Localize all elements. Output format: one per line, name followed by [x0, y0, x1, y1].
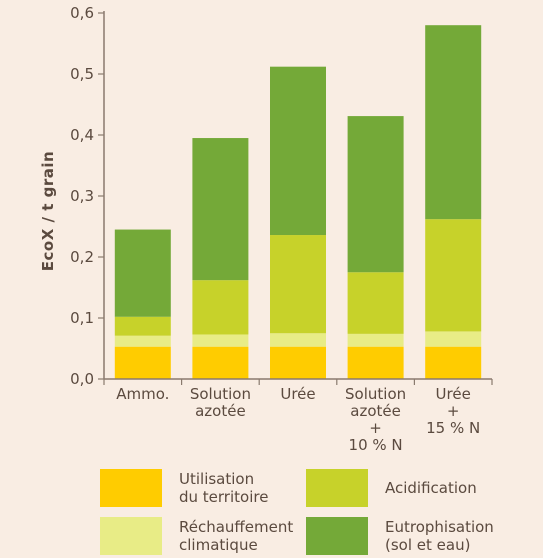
bar-segment-1	[114, 335, 171, 347]
y-tick-label: 0,0	[70, 370, 94, 388]
x-category-label: azotée	[350, 402, 401, 420]
legend-label-3: Eutrophisation	[385, 518, 494, 536]
y-tick-label: 0,4	[70, 126, 94, 144]
legend-swatch-1	[100, 517, 162, 555]
bar-segment-2	[347, 272, 404, 334]
y-tick-label: 0,6	[70, 4, 94, 22]
x-category-label: Solution	[345, 385, 406, 403]
x-category-label: Solution	[190, 385, 251, 403]
bar-segment-0	[270, 346, 326, 379]
legend-label-0: Utilisation	[179, 470, 254, 488]
x-category-label: 10 % N	[349, 436, 403, 454]
bar-segment-2	[114, 316, 171, 336]
legend-label-3: (sol et eau)	[385, 536, 470, 554]
legend-swatch-0	[100, 469, 162, 507]
bar-segment-1	[425, 331, 482, 347]
x-category-label: 15 % N	[426, 419, 480, 437]
y-tick-label: 0,2	[70, 248, 94, 266]
bar-segment-0	[425, 346, 482, 379]
bar-segment-1	[270, 333, 326, 347]
bar-segment-2	[270, 235, 326, 334]
bar-segment-3	[192, 138, 249, 281]
y-axis-title: EcoX / t grain	[39, 151, 57, 271]
x-category-label: Urée	[280, 385, 315, 403]
bar-segment-0	[347, 346, 404, 379]
x-category-label: Ammo.	[116, 385, 169, 403]
bar-segment-2	[425, 219, 482, 332]
x-category-label: Urée	[436, 385, 471, 403]
x-category-label: +	[447, 402, 460, 420]
y-tick-label: 0,1	[70, 309, 94, 327]
bar-segment-1	[347, 333, 404, 347]
y-tick-label: 0,5	[70, 65, 94, 83]
bar-segment-3	[347, 116, 404, 273]
bar-segment-3	[425, 25, 482, 220]
bar-segment-2	[192, 280, 249, 335]
bar-segment-0	[114, 346, 171, 379]
x-category-label: +	[369, 419, 382, 437]
bar-segment-0	[192, 346, 249, 379]
legend-label-1: climatique	[179, 536, 258, 554]
legend-swatch-3	[306, 517, 368, 555]
legend-swatch-2	[306, 469, 368, 507]
legend-label-1: Réchauffement	[179, 518, 293, 536]
bar-segment-1	[192, 334, 249, 347]
bar-segment-3	[270, 66, 326, 236]
legend-label-2: Acidification	[385, 479, 477, 497]
x-category-label: azotée	[195, 402, 246, 420]
legend-label-0: du territoire	[179, 488, 268, 506]
y-tick-label: 0,3	[70, 187, 94, 205]
bar-segment-3	[114, 229, 171, 317]
